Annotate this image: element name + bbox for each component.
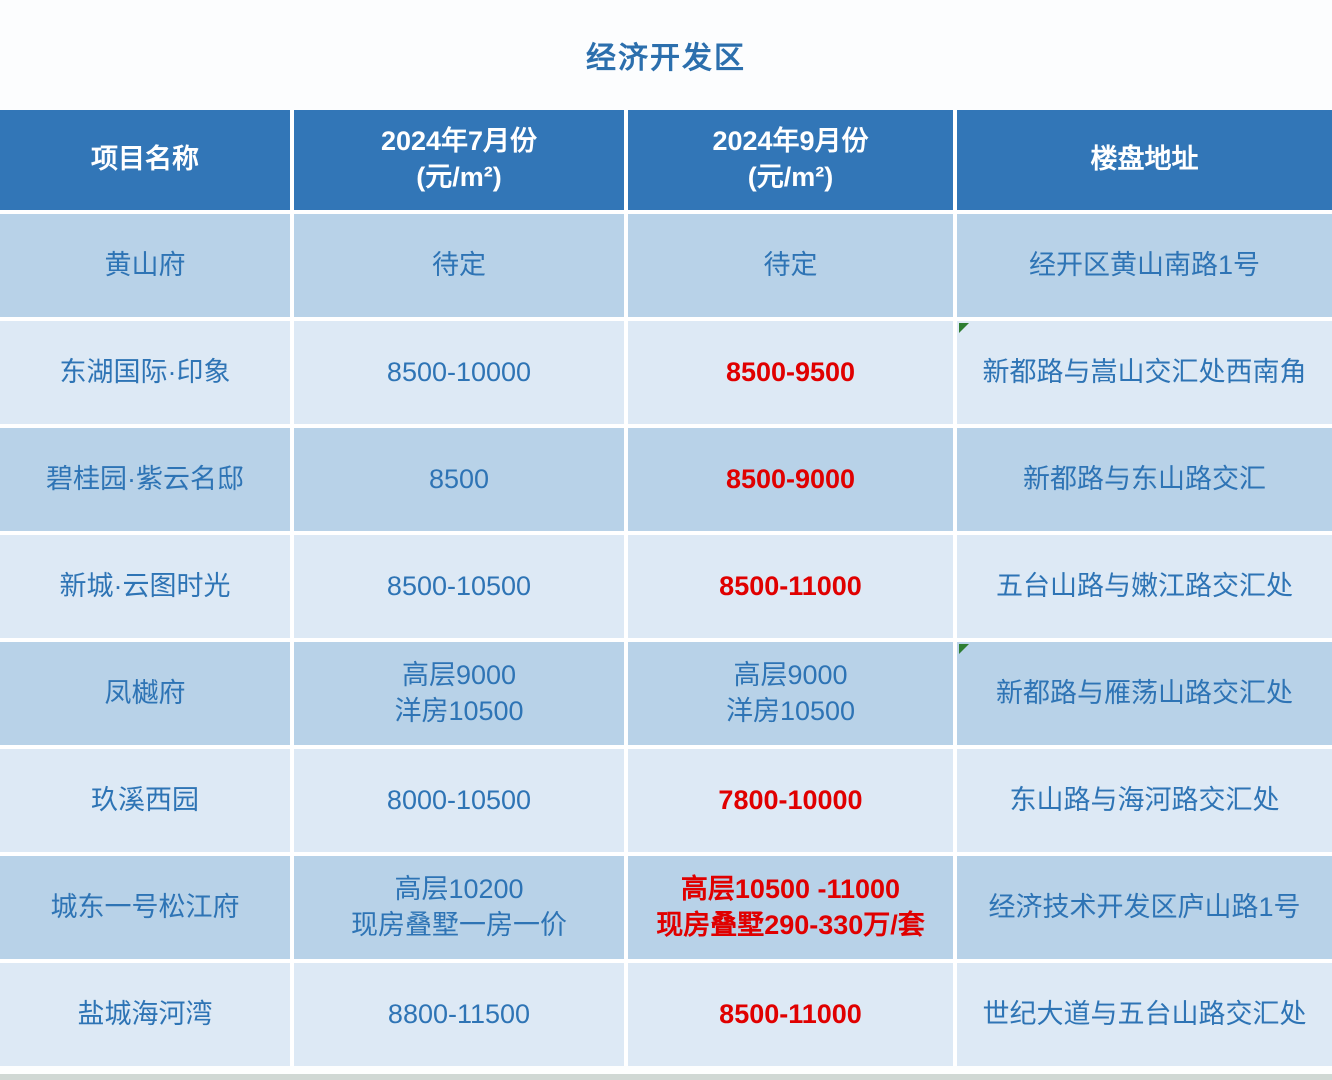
address-cell: 五台山路与嫩江路交汇处 <box>957 535 1332 638</box>
july-price-cell: 8000-10500 <box>294 749 624 852</box>
bottom-divider <box>0 1074 1332 1080</box>
title-bar: 经济开发区 <box>0 0 1332 110</box>
address-cell: 东山路与海河路交汇处 <box>957 749 1332 852</box>
july-price-cell: 高层9000 洋房10500 <box>294 642 624 745</box>
cell-flag-icon <box>959 644 969 654</box>
july-price-cell: 高层10200 现房叠墅一房一价 <box>294 856 624 959</box>
project-name-cell: 黄山府 <box>0 214 290 317</box>
july-price-cell: 待定 <box>294 214 624 317</box>
september-price-cell: 8500-9500 <box>628 321 953 424</box>
september-price-cell: 7800-10000 <box>628 749 953 852</box>
july-price-cell: 8500-10000 <box>294 321 624 424</box>
address-cell: 经开区黄山南路1号 <box>957 214 1332 317</box>
project-name-cell: 凤樾府 <box>0 642 290 745</box>
address-cell: 新都路与嵩山交汇处西南角 <box>957 321 1332 424</box>
july-price-cell: 8800-11500 <box>294 963 624 1066</box>
project-name-cell: 碧桂园·紫云名邸 <box>0 428 290 531</box>
july-price-cell: 8500-10500 <box>294 535 624 638</box>
july-price-cell: 8500 <box>294 428 624 531</box>
september-price-cell: 8500-11000 <box>628 535 953 638</box>
project-name-cell: 玖溪西园 <box>0 749 290 852</box>
header-july-price: 2024年7月份 (元/m²) <box>294 110 624 210</box>
address-cell: 经济技术开发区庐山路1号 <box>957 856 1332 959</box>
september-price-cell: 待定 <box>628 214 953 317</box>
september-price-cell: 8500-9000 <box>628 428 953 531</box>
address-cell: 新都路与东山路交汇 <box>957 428 1332 531</box>
header-september-price: 2024年9月份 (元/m²) <box>628 110 953 210</box>
section-title: 经济开发区 <box>586 42 746 75</box>
header-address: 楼盘地址 <box>957 110 1332 210</box>
september-price-cell: 8500-11000 <box>628 963 953 1066</box>
september-price-cell: 高层10500 -11000 现房叠墅290-330万/套 <box>628 856 953 959</box>
header-project-name: 项目名称 <box>0 110 290 210</box>
cell-flag-icon <box>959 323 969 333</box>
project-name-cell: 盐城海河湾 <box>0 963 290 1066</box>
price-table: 项目名称 2024年7月份 (元/m²) 2024年9月份 (元/m²) 楼盘地… <box>0 110 1332 1066</box>
address-cell: 新都路与雁荡山路交汇处 <box>957 642 1332 745</box>
project-name-cell: 城东一号松江府 <box>0 856 290 959</box>
project-name-cell: 东湖国际·印象 <box>0 321 290 424</box>
project-name-cell: 新城·云图时光 <box>0 535 290 638</box>
september-price-cell: 高层9000 洋房10500 <box>628 642 953 745</box>
address-cell: 世纪大道与五台山路交汇处 <box>957 963 1332 1066</box>
